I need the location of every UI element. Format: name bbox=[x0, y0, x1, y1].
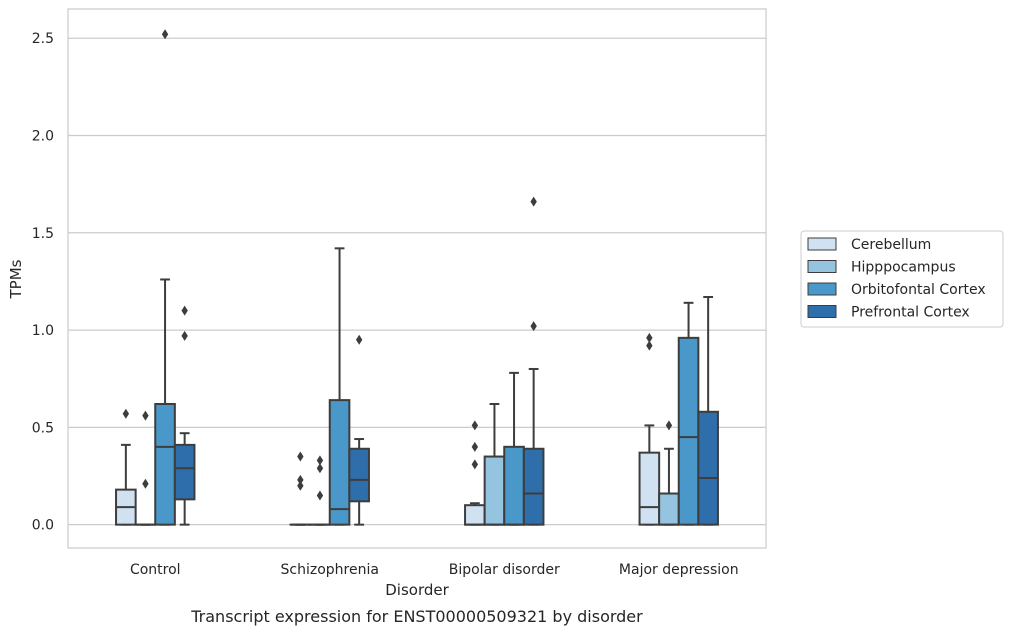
box-orbitofontal-cortex bbox=[328, 247, 351, 526]
legend-swatch bbox=[807, 237, 837, 251]
outlier-point bbox=[181, 330, 188, 341]
x-axis-title: Disorder bbox=[385, 581, 449, 599]
outlier-point bbox=[161, 29, 169, 40]
box-orbitofontal-cortex bbox=[154, 29, 176, 526]
box-cerebellum bbox=[464, 420, 486, 526]
outlier-point bbox=[181, 305, 188, 316]
box-iqr bbox=[503, 445, 525, 526]
outlier-point bbox=[316, 490, 324, 501]
plot-area-frame bbox=[67, 8, 767, 549]
box-series-group bbox=[115, 29, 719, 526]
box-iqr bbox=[154, 403, 176, 526]
legend-swatch bbox=[807, 282, 837, 296]
box-cerebellum bbox=[638, 332, 661, 526]
legend-label: Cerebellum bbox=[851, 237, 931, 253]
outlier-point bbox=[122, 408, 130, 419]
outlier-point bbox=[316, 463, 324, 474]
x-tick-label: Bipolar disorder bbox=[449, 562, 560, 578]
x-tick-label: Schizophrenia bbox=[281, 562, 379, 578]
y-tick-label: 2.5 bbox=[32, 31, 54, 47]
outlier-point bbox=[142, 478, 149, 489]
outlier-point bbox=[471, 420, 479, 431]
box-iqr bbox=[328, 399, 351, 526]
x-tick-label: Control bbox=[130, 562, 181, 578]
x-tick-labels: Control Schizophrenia Bipolar disorder Majo… bbox=[130, 562, 739, 578]
box-hipppocampus bbox=[309, 455, 331, 526]
y-tick-labels: 0.0 0.5 1.0 1.5 2.0 2.5 bbox=[32, 31, 54, 533]
y-tick-label: 0.0 bbox=[32, 518, 54, 534]
legend-swatch bbox=[807, 260, 837, 273]
legend-swatch bbox=[807, 305, 837, 318]
y-tick-label: 1.0 bbox=[32, 323, 54, 339]
outlier-point bbox=[142, 410, 149, 421]
outlier-point bbox=[646, 340, 653, 351]
outlier-point bbox=[297, 451, 304, 462]
box-iqr bbox=[483, 455, 506, 526]
y-tick-label: 1.5 bbox=[32, 226, 54, 242]
box-iqr bbox=[522, 447, 545, 526]
box-hipppocampus bbox=[658, 420, 680, 526]
box-hipppocampus bbox=[483, 403, 506, 526]
box-iqr bbox=[348, 447, 370, 503]
y-tick-label: 2.0 bbox=[32, 128, 54, 144]
outlier-point bbox=[530, 196, 537, 207]
outlier-point bbox=[471, 459, 479, 470]
legend-label: Orbitofontal Cortex bbox=[851, 282, 986, 298]
outlier-point bbox=[297, 474, 304, 485]
legend: Cerebellum Hipppocampus Orbitofontal Corte… bbox=[800, 230, 1004, 328]
outlier-point bbox=[297, 480, 304, 491]
legend-label: Prefrontal Cortex bbox=[851, 305, 970, 321]
box-iqr bbox=[677, 336, 700, 526]
box-prefrontal-cortex bbox=[697, 295, 719, 526]
legend-label: Hipppocampus bbox=[851, 260, 956, 276]
box-iqr bbox=[638, 451, 661, 526]
box-orbitofontal-cortex bbox=[677, 301, 700, 526]
box-cerebellum bbox=[115, 408, 137, 526]
outlier-point bbox=[530, 321, 537, 332]
outlier-point bbox=[665, 420, 673, 431]
outlier-point bbox=[646, 332, 653, 343]
y-tick-label: 0.5 bbox=[32, 420, 54, 436]
box-orbitofontal-cortex bbox=[503, 371, 525, 526]
outlier-point bbox=[316, 455, 324, 466]
legend-frame bbox=[800, 230, 1004, 328]
outlier-point bbox=[355, 334, 363, 345]
box-prefrontal-cortex bbox=[522, 196, 545, 526]
box-prefrontal-cortex bbox=[173, 305, 196, 526]
y-axis-title: TPMs bbox=[7, 259, 25, 299]
box-iqr bbox=[697, 410, 719, 526]
box-iqr bbox=[464, 504, 486, 526]
box-iqr bbox=[658, 492, 680, 526]
box-prefrontal-cortex bbox=[348, 334, 370, 526]
outlier-point bbox=[471, 441, 479, 452]
x-tick-label: Major depression bbox=[619, 562, 739, 578]
chart-caption: Transcript expression for ENST0000050932… bbox=[190, 607, 643, 626]
box-iqr bbox=[173, 443, 196, 501]
box-cerebellum bbox=[289, 451, 312, 526]
